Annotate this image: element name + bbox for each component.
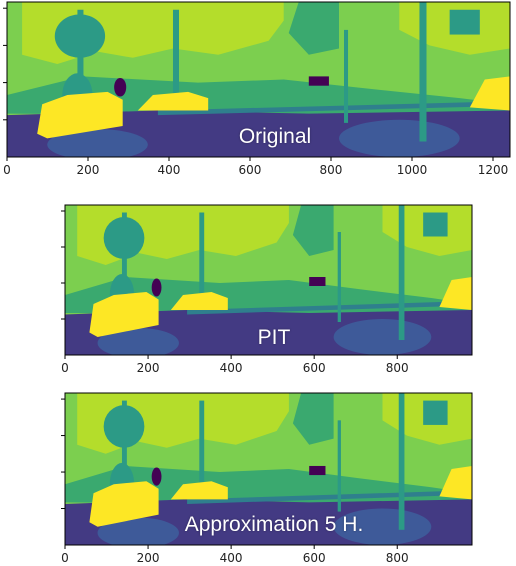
dark-object-round	[151, 467, 162, 486]
dark-object-box	[308, 76, 329, 86]
original-xtick-label-1: 200	[77, 163, 100, 177]
original-xtick-label-4: 800	[320, 163, 343, 177]
sign-box	[423, 212, 448, 237]
approx-xtick-label-4: 800	[386, 551, 409, 565]
sign-box	[449, 9, 480, 35]
panel-pit: 0 200 400 600 800 PIT	[0, 200, 516, 380]
dark-object-round	[114, 77, 127, 97]
tree-crown-1	[103, 405, 145, 448]
building-upper	[292, 205, 334, 256]
approx-xtick-label-2: 400	[220, 551, 243, 565]
tree-trunk-1	[77, 9, 84, 119]
original-xtick-label-6: 1200	[478, 163, 509, 177]
shadow-patch-right	[333, 319, 432, 355]
pole-2	[419, 2, 427, 142]
caption-original: Original	[238, 125, 312, 148]
scene-group	[65, 205, 472, 355]
caption-pit: PIT	[257, 326, 291, 349]
shadow-patch-left	[97, 328, 179, 355]
segmentation-map-original: 0 200 400 600 800 1000 1200	[3, 1, 511, 177]
segmentation-map-pit: 0 200 400 600 800	[61, 204, 473, 375]
car-middle	[137, 91, 209, 111]
pit-frame	[64, 204, 473, 356]
shadow-patch-right	[338, 119, 460, 157]
building-upper	[288, 2, 339, 55]
original-xtick-label-5: 1000	[397, 163, 428, 177]
original-xtick-label-0: 0	[3, 163, 11, 177]
tree-trunk-1	[121, 212, 127, 318]
shadow-patch-right	[333, 508, 432, 545]
shadow-patch-left	[97, 517, 179, 545]
car-left	[89, 481, 159, 527]
pit-xtick-label-1: 200	[137, 361, 160, 375]
tree-crown-1	[54, 14, 106, 58]
pole-3	[344, 29, 349, 123]
shadow-patch-left	[47, 129, 148, 157]
original-xtick-label-3: 600	[239, 163, 262, 177]
building-upper	[292, 393, 334, 445]
car-right	[439, 277, 472, 310]
dark-object-box	[309, 465, 326, 476]
segmentation-map-approx: 0 200 400 600 800	[61, 392, 473, 565]
pole-2	[398, 205, 405, 340]
pit-xtick-label-0: 0	[61, 361, 69, 375]
car-middle	[170, 292, 228, 310]
car-right	[469, 76, 510, 111]
approx-xtick-label-0: 0	[61, 551, 69, 565]
pit-xtick-label-2: 400	[220, 361, 243, 375]
panel-original: 0 200 400 600 800 1000 1200 Original	[0, 0, 516, 185]
tree-crown-1	[103, 217, 145, 259]
pole-1	[199, 212, 205, 303]
approx-xtick-label-1: 200	[137, 551, 160, 565]
pit-xtick-label-3: 600	[303, 361, 326, 375]
pole-1	[172, 9, 180, 103]
pole-3	[337, 420, 341, 512]
car-left	[37, 91, 123, 139]
car-left	[89, 292, 159, 337]
pole-2	[398, 393, 405, 530]
caption-approx: Approximation 5 H.	[184, 513, 364, 536]
sign-box	[423, 400, 448, 425]
pole-3	[337, 232, 341, 322]
original-frame	[6, 1, 511, 158]
tree-trunk-1	[121, 400, 127, 507]
pit-xtick-label-4: 800	[386, 361, 409, 375]
approx-xtick-label-3: 600	[303, 551, 326, 565]
dark-object-round	[151, 278, 162, 297]
scene-group	[7, 2, 510, 157]
dark-object-box	[309, 277, 326, 286]
car-middle	[170, 481, 228, 500]
original-xtick-label-2: 400	[158, 163, 181, 177]
approx-frame	[64, 392, 473, 546]
panel-approx: 0 200 400 600 800 Approximation 5 H.	[0, 388, 516, 566]
pole-1	[199, 400, 205, 492]
car-right	[439, 466, 472, 500]
scene-group	[65, 393, 472, 545]
